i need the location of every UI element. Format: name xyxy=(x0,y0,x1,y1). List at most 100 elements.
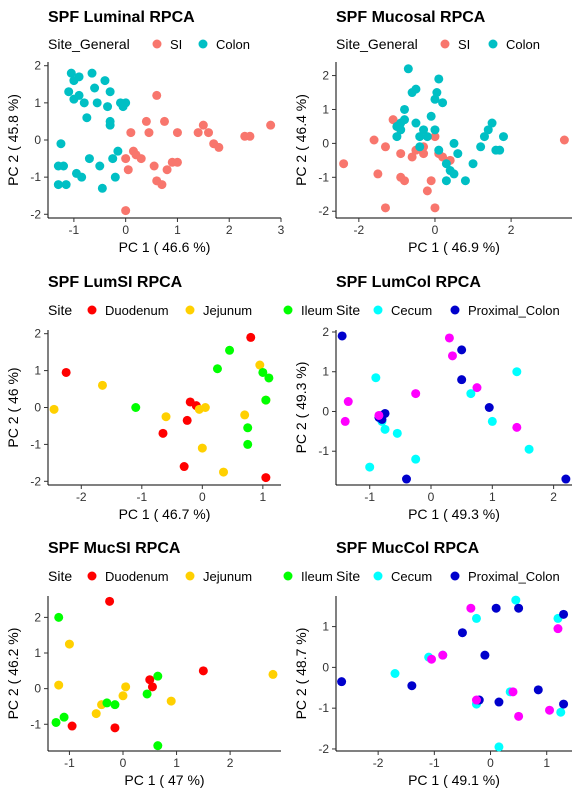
data-point-cecum xyxy=(371,373,381,383)
x-tick-label: 3 xyxy=(278,223,285,237)
y-tick-label: 2 xyxy=(34,610,41,624)
data-point-proximal_colon xyxy=(337,677,347,687)
y-tick-label: 0 xyxy=(322,136,329,150)
y-tick-label: -1 xyxy=(30,717,41,731)
x-tick-label: -1 xyxy=(364,490,375,504)
x-tick-label: 2 xyxy=(227,756,234,770)
legend-title: Site xyxy=(336,302,360,318)
data-point-proximal_colon xyxy=(561,474,571,484)
data-point-proximal_colon xyxy=(457,375,467,385)
x-axis-label: PC 1 ( 46.6 %) xyxy=(119,239,211,255)
data-point-si xyxy=(422,186,432,196)
data-point-distal_colon xyxy=(508,687,518,697)
data-point-cecum xyxy=(511,595,521,605)
legend-key-duodenum xyxy=(87,571,97,581)
data-point-jejunum xyxy=(91,709,101,719)
data-point-colon xyxy=(487,118,497,128)
chart-title: SPF MucCol RPCA xyxy=(336,540,480,557)
y-tick-label: 2 xyxy=(34,59,41,73)
legend-label-duodenum: Duodenum xyxy=(105,303,169,318)
data-point-distal_colon xyxy=(343,397,353,407)
chart-title: SPF Luminal RPCA xyxy=(48,9,195,26)
legend-label-ileum: Ileum xyxy=(301,303,333,318)
data-point-si xyxy=(369,135,379,145)
data-point-ileum xyxy=(243,423,253,433)
data-point-jejunum xyxy=(268,669,278,679)
data-point-proximal_colon xyxy=(559,699,569,709)
data-point-colon xyxy=(77,172,87,182)
data-point-proximal_colon xyxy=(559,609,569,619)
data-point-colon xyxy=(400,115,410,125)
data-point-duodenum xyxy=(61,367,71,377)
data-point-distal_colon xyxy=(545,705,555,715)
data-point-colon xyxy=(108,154,118,164)
legend-key-proximal_colon xyxy=(450,571,460,581)
data-point-colon xyxy=(460,176,470,186)
data-point-jejunum xyxy=(118,691,128,701)
data-point-si xyxy=(160,116,169,126)
legend-label-si: SI xyxy=(458,37,470,52)
data-point-colon xyxy=(495,145,505,155)
data-point-ileum xyxy=(261,395,271,405)
legend-title: Site_General xyxy=(336,36,418,52)
data-point-colon xyxy=(479,132,489,142)
data-point-proximal_colon xyxy=(457,628,467,638)
data-point-duodenum xyxy=(110,723,120,733)
y-tick-label: 1 xyxy=(34,364,41,378)
data-point-duodenum xyxy=(147,682,157,692)
x-tick-label: 0 xyxy=(122,223,129,237)
chart-title: SPF Mucosal RPCA xyxy=(336,9,486,26)
x-tick-label: 1 xyxy=(543,756,550,770)
chart-panel-1: SPF Luminal RPCA Site_General SI Colon -1 0 1 2… xyxy=(5,9,285,255)
y-axis-label: PC 2 ( 46 %) xyxy=(5,367,21,447)
data-point-ileum xyxy=(54,612,64,622)
legend-key-jejunum xyxy=(185,305,195,315)
legend-label-ileum: Ileum xyxy=(301,569,333,584)
legend-label-duodenum: Duodenum xyxy=(105,569,169,584)
data-point-colon xyxy=(432,88,442,98)
data-point-colon xyxy=(400,104,410,114)
data-point-colon xyxy=(415,132,425,142)
data-point-colon xyxy=(121,98,131,108)
legend-title: Site xyxy=(336,568,360,584)
data-point-colon xyxy=(61,180,71,190)
data-point-colon xyxy=(434,145,444,155)
data-point-si xyxy=(123,165,133,175)
x-axis-label: PC 1 ( 46.9 %) xyxy=(408,239,500,255)
data-point-si xyxy=(339,159,349,169)
x-tick-label: -2 xyxy=(354,223,365,237)
data-point-jejunum xyxy=(219,467,229,477)
data-point-jejunum xyxy=(97,380,107,390)
y-tick-label: 2 xyxy=(322,325,329,339)
data-point-si xyxy=(245,131,255,141)
y-tick-label: -1 xyxy=(30,170,41,184)
data-point-distal_colon xyxy=(553,624,563,634)
data-point-si xyxy=(172,128,182,138)
x-tick-label: 1 xyxy=(174,223,181,237)
x-axis-label: PC 1 ( 49.1 %) xyxy=(408,772,500,788)
data-point-colon xyxy=(392,132,402,142)
data-point-cecum xyxy=(392,428,402,438)
data-point-colon xyxy=(434,74,444,84)
data-point-colon xyxy=(441,176,451,186)
data-point-si xyxy=(430,132,440,142)
data-point-colon xyxy=(415,142,425,152)
data-point-cecum xyxy=(466,389,476,399)
data-point-colon xyxy=(84,154,94,164)
data-point-jejunum xyxy=(54,680,64,690)
chart-title: SPF LumSI RPCA xyxy=(48,274,183,291)
data-point-si xyxy=(144,128,154,138)
legend-label-cecum: Cecum xyxy=(391,569,432,584)
data-point-si xyxy=(214,142,224,152)
legend-key-si xyxy=(440,39,450,49)
data-point-si xyxy=(162,165,172,175)
legend-label-proximal_colon: Proximal_Colon xyxy=(468,303,560,318)
y-tick-label: -2 xyxy=(318,204,329,218)
x-tick-label: 1 xyxy=(173,756,180,770)
y-tick-label: 1 xyxy=(322,102,329,116)
data-point-jejunum xyxy=(121,682,131,692)
y-tick-label: 2 xyxy=(322,69,329,83)
legend-label-proximal_colon: Proximal_Colon xyxy=(468,569,560,584)
data-point-colon xyxy=(403,64,413,74)
data-point-cecum xyxy=(494,742,504,752)
